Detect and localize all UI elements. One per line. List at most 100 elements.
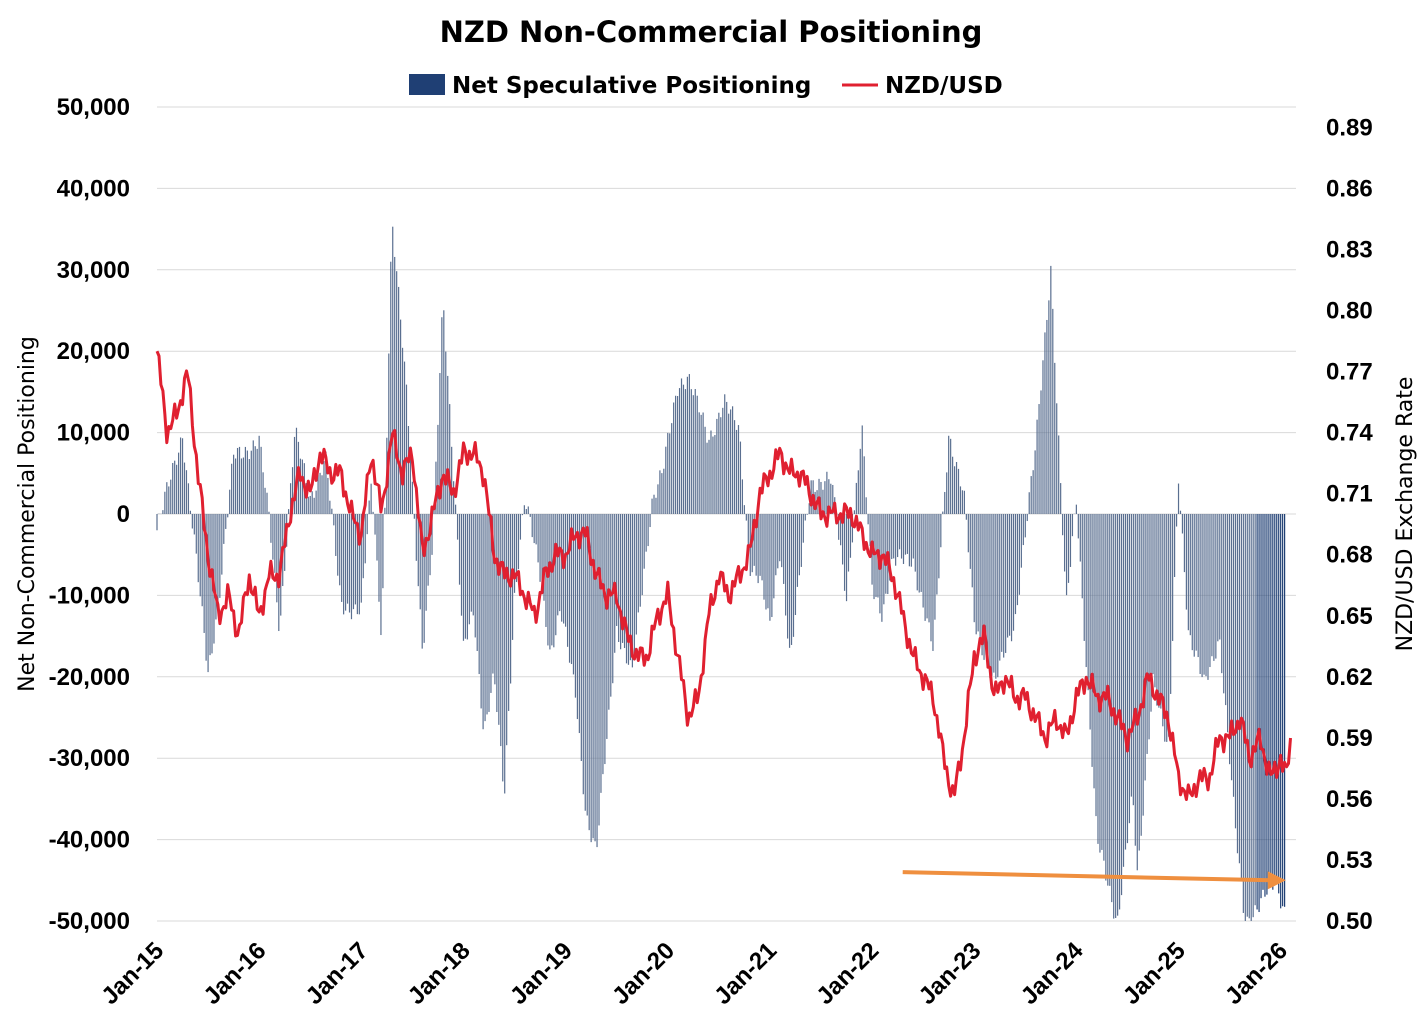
bar bbox=[551, 514, 553, 646]
bar bbox=[1063, 514, 1066, 572]
bar bbox=[329, 500, 331, 514]
bar bbox=[343, 514, 345, 615]
bar bbox=[268, 511, 270, 514]
bar bbox=[358, 514, 360, 615]
annotation-arrow-shaft bbox=[902, 870, 1272, 883]
bar bbox=[350, 514, 353, 620]
bar bbox=[484, 514, 486, 722]
bar bbox=[1126, 514, 1129, 844]
bar bbox=[838, 514, 840, 540]
bar bbox=[647, 514, 649, 547]
bar bbox=[655, 497, 657, 514]
y-axis-right-title: NZD/USD Exchange Rate bbox=[1393, 377, 1418, 652]
bar bbox=[456, 514, 459, 540]
bar bbox=[779, 514, 781, 562]
bar bbox=[549, 514, 551, 650]
bar bbox=[865, 497, 867, 514]
bar bbox=[633, 514, 635, 659]
bar bbox=[649, 514, 651, 528]
bar bbox=[794, 514, 797, 616]
bar bbox=[223, 514, 225, 544]
bar bbox=[735, 429, 738, 514]
bar bbox=[1215, 514, 1217, 659]
bar bbox=[1107, 514, 1109, 886]
bar bbox=[1018, 514, 1021, 595]
y-right-tick-label: 0.71 bbox=[1326, 481, 1373, 508]
bar bbox=[553, 514, 555, 648]
bar bbox=[413, 514, 415, 519]
bar bbox=[537, 514, 539, 563]
bar bbox=[946, 472, 948, 514]
bar bbox=[761, 514, 763, 581]
bar bbox=[714, 435, 716, 514]
bar bbox=[352, 514, 355, 610]
bar bbox=[203, 514, 205, 633]
bar bbox=[1168, 514, 1170, 737]
y-left-tick-label: 30,000 bbox=[57, 257, 130, 284]
bar bbox=[221, 514, 223, 575]
bar bbox=[885, 514, 887, 594]
bar bbox=[855, 482, 857, 514]
bar bbox=[675, 395, 677, 514]
bar bbox=[1130, 514, 1132, 797]
bar bbox=[559, 514, 561, 612]
y-right-tick-label: 0.80 bbox=[1326, 298, 1373, 325]
bar bbox=[1056, 403, 1058, 514]
bar bbox=[596, 514, 598, 848]
bar bbox=[1193, 514, 1195, 657]
bar bbox=[987, 514, 989, 664]
bar bbox=[861, 425, 863, 514]
bar bbox=[427, 514, 429, 586]
bar bbox=[209, 514, 211, 656]
bar bbox=[1276, 514, 1278, 879]
bar bbox=[555, 514, 557, 636]
bar bbox=[952, 456, 954, 514]
bar bbox=[1179, 510, 1182, 514]
bar bbox=[745, 514, 747, 521]
bar bbox=[900, 514, 903, 559]
bar bbox=[983, 514, 985, 660]
bar bbox=[480, 514, 482, 709]
bar bbox=[627, 514, 630, 665]
bar bbox=[191, 514, 193, 529]
bar bbox=[248, 459, 250, 514]
bar bbox=[449, 404, 451, 514]
bar bbox=[274, 514, 276, 573]
bar bbox=[1095, 514, 1097, 817]
bar bbox=[1181, 514, 1184, 534]
bar bbox=[417, 514, 419, 587]
bar bbox=[940, 514, 942, 548]
bar bbox=[380, 514, 382, 636]
bar bbox=[276, 514, 278, 603]
bar bbox=[792, 514, 795, 637]
bar bbox=[959, 486, 962, 514]
bar bbox=[822, 489, 824, 514]
bar bbox=[969, 514, 971, 569]
bar bbox=[796, 514, 799, 587]
bar bbox=[1213, 514, 1215, 661]
bar bbox=[938, 514, 940, 579]
annotation-layer bbox=[902, 870, 1286, 890]
bar bbox=[543, 514, 545, 601]
bar bbox=[401, 347, 404, 514]
bar bbox=[1173, 514, 1176, 578]
bar bbox=[867, 514, 869, 525]
y-left-tick-label: 0 bbox=[117, 501, 130, 528]
bar bbox=[1256, 514, 1258, 910]
x-tick-label: Jan-23 bbox=[914, 937, 987, 1010]
bar bbox=[1170, 514, 1172, 694]
bar bbox=[588, 514, 590, 831]
bar bbox=[684, 389, 687, 514]
bar bbox=[494, 514, 496, 685]
bar bbox=[1244, 514, 1246, 921]
bar bbox=[1042, 360, 1044, 514]
bar bbox=[368, 500, 370, 514]
bar bbox=[421, 514, 423, 649]
bar bbox=[299, 458, 302, 514]
bar bbox=[1252, 514, 1254, 918]
bar bbox=[989, 514, 991, 679]
bar bbox=[781, 514, 783, 568]
x-axis-ticks: Jan-15 Jan-16 Jan-17 Jan-18 Jan-19 Jan-20 Jan-… bbox=[96, 937, 1293, 1010]
bar bbox=[830, 483, 832, 514]
